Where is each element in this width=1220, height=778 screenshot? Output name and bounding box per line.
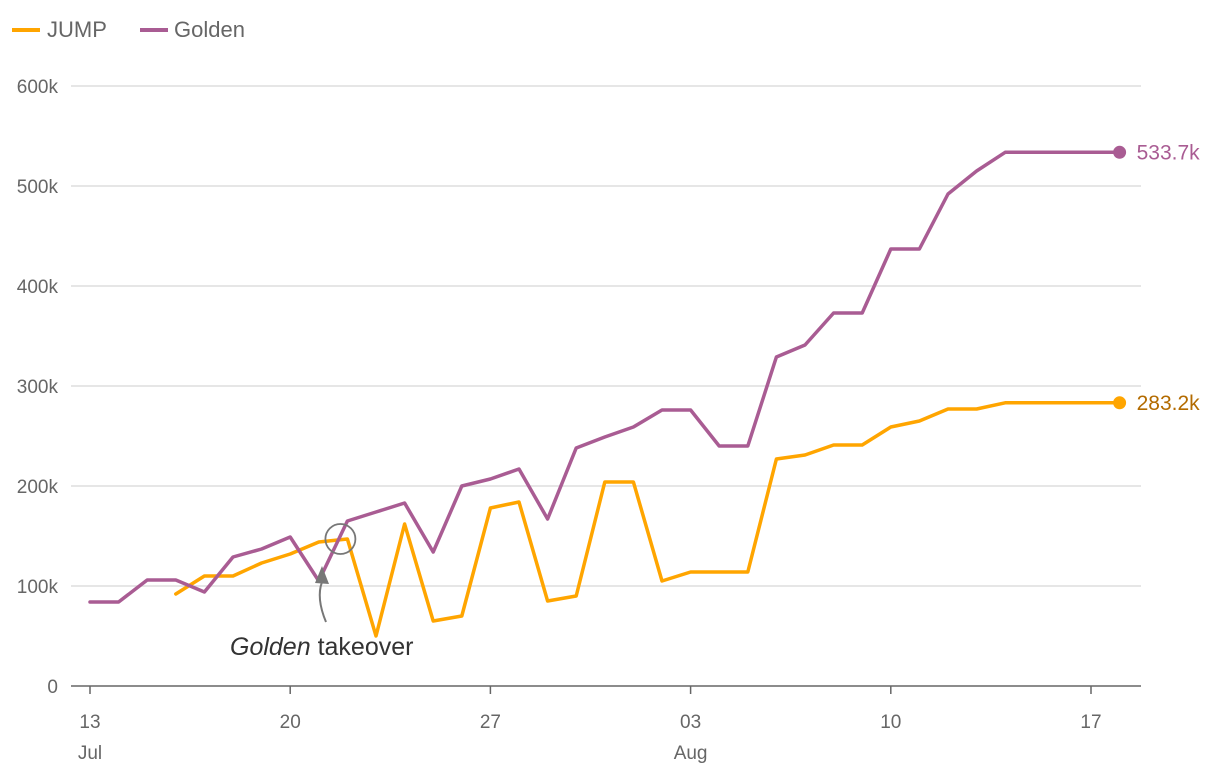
y-tick-label: 100k	[17, 577, 59, 598]
end-label-golden: 533.7k	[1137, 141, 1201, 164]
series-line-golden	[88, 150, 1122, 604]
x-axis: 13 Jul 20 27 03 Aug 10 17	[71, 685, 1141, 764]
x-tick-label: 27	[480, 712, 501, 733]
y-tick-label: 600k	[17, 77, 59, 98]
annotation-arrowhead	[315, 566, 329, 584]
annotation-emphasis: Golden	[230, 633, 311, 661]
annotation-circle	[324, 523, 357, 555]
gridlines	[71, 85, 1141, 587]
endpoint-marker-jump	[1113, 396, 1127, 410]
x-tick-sublabel: Aug	[674, 743, 708, 764]
annotation-arrow-line	[318, 581, 327, 623]
x-tick-sublabel: Jul	[78, 743, 102, 764]
y-tick-label: 200k	[17, 477, 59, 498]
annotation-text: Golden takeover	[230, 633, 413, 661]
y-tick-label: 300k	[17, 377, 59, 398]
x-tick-label: 13	[79, 712, 100, 733]
x-tick-label: 10	[880, 712, 901, 733]
end-label-jump: 283.2k	[1137, 392, 1201, 415]
series-line-jump	[174, 401, 1122, 638]
legend: JUMP Golden	[12, 17, 245, 42]
x-tick-label: 03	[680, 712, 701, 733]
y-axis: 0 100k 200k 300k 400k 500k 600k	[17, 77, 59, 698]
annotation: Golden takeover	[230, 523, 413, 661]
y-tick-label: 400k	[17, 277, 59, 298]
series-layer: 283.2k 533.7k	[88, 141, 1201, 638]
legend-label-jump: JUMP	[47, 17, 107, 42]
x-tick-label: 17	[1080, 712, 1101, 733]
y-tick-label: 0	[47, 677, 58, 698]
x-tick-label: 20	[280, 712, 301, 733]
legend-label-golden: Golden	[174, 17, 245, 42]
endpoint-marker-golden	[1113, 145, 1127, 159]
y-tick-label: 500k	[17, 177, 59, 198]
annotation-rest: takeover	[311, 633, 414, 661]
